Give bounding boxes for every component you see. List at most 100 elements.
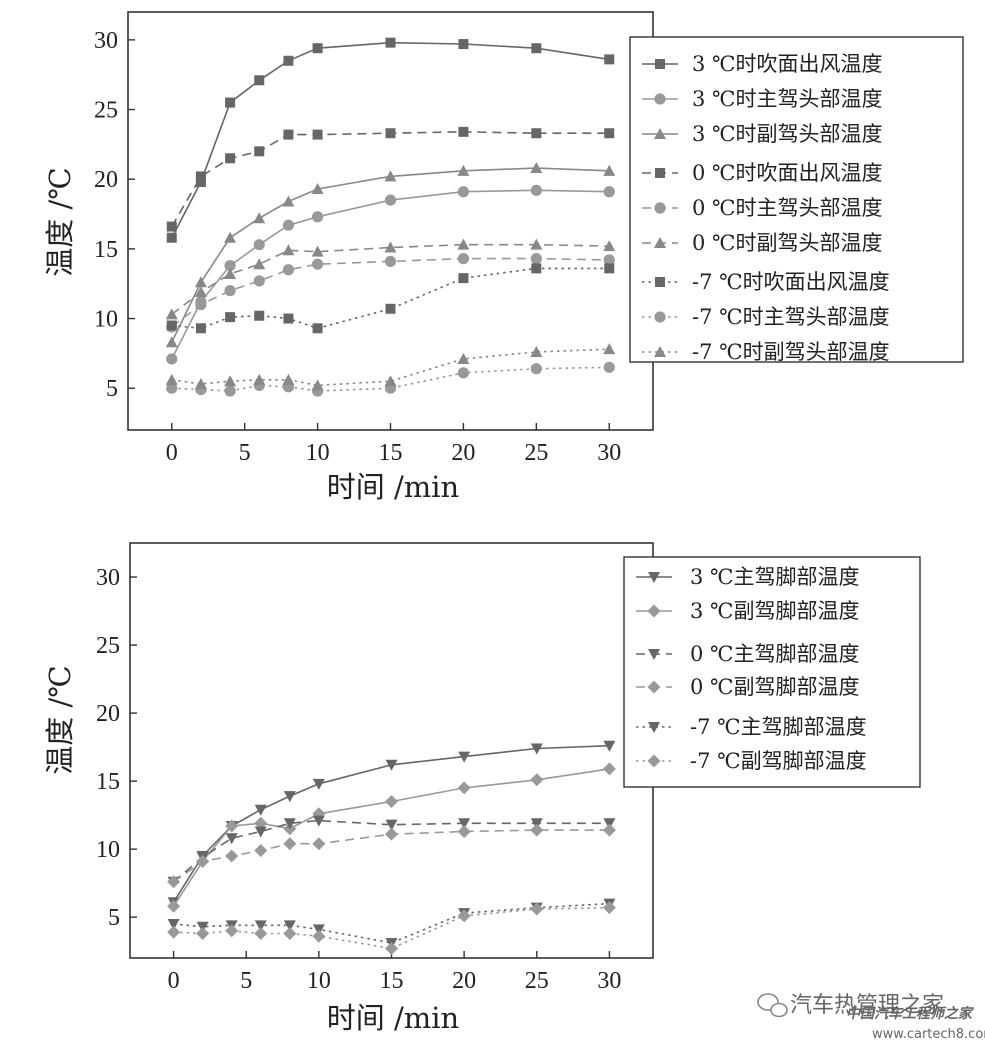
watermark-line2: 中国汽车工程师之家 bbox=[846, 1005, 974, 1022]
legend-marker bbox=[654, 202, 666, 214]
chart-bottom-foot-temperature: 0 5 10 15 20 25 30 5 10 15 20 25 30 时间 /min 温度 /℃ 3 ℃主驾… bbox=[43, 542, 921, 1035]
data-point bbox=[311, 182, 324, 194]
data-point bbox=[224, 259, 236, 272]
data-point bbox=[312, 929, 326, 943]
data-point bbox=[196, 927, 210, 941]
data-point bbox=[457, 367, 470, 379]
legend-label: 3 ℃时吹面出风温度 bbox=[692, 52, 883, 76]
data-point bbox=[385, 759, 398, 771]
data-point bbox=[384, 170, 397, 182]
data-point bbox=[224, 385, 236, 397]
series-line bbox=[171, 130, 610, 228]
data-point bbox=[166, 353, 178, 365]
data-point bbox=[165, 336, 178, 348]
legend: 3 ℃主驾脚部温度 3 ℃副驾脚部温度 0 ℃主驾脚部温度 0 ℃副驾脚部温度 -7 ℃… bbox=[623, 556, 921, 788]
data-point bbox=[385, 941, 398, 955]
x-tick-label: 20 bbox=[451, 440, 475, 466]
data-point bbox=[384, 241, 397, 253]
data-point bbox=[283, 55, 294, 66]
wechat-icon bbox=[757, 993, 788, 1018]
data-point bbox=[530, 823, 544, 837]
data-point bbox=[194, 286, 207, 298]
series-line bbox=[172, 744, 610, 903]
data-point bbox=[604, 263, 615, 274]
data-point bbox=[283, 791, 296, 803]
data-point bbox=[224, 231, 237, 243]
plot-frame bbox=[129, 542, 654, 959]
data-point bbox=[194, 378, 207, 390]
legend-marker bbox=[654, 346, 666, 357]
legend-label: 3 ℃主驾脚部温度 bbox=[690, 565, 860, 589]
data-point bbox=[253, 275, 265, 287]
data-point bbox=[530, 253, 542, 265]
legend-marker bbox=[655, 168, 665, 178]
data-point bbox=[282, 219, 295, 231]
data-point bbox=[602, 901, 616, 915]
data-point bbox=[225, 153, 236, 164]
data-point bbox=[167, 899, 181, 913]
data-point bbox=[283, 129, 294, 140]
data-point bbox=[311, 379, 324, 391]
data-point bbox=[225, 924, 239, 938]
legend-label: -7 ℃时吹面出风温度 bbox=[692, 270, 890, 294]
data-point bbox=[254, 75, 265, 86]
series-line bbox=[173, 906, 610, 950]
legend-label: 3 ℃时副驾头部温度 bbox=[692, 122, 883, 146]
x-tick-label: 10 bbox=[307, 968, 331, 994]
data-point bbox=[385, 819, 398, 831]
series-line bbox=[171, 267, 610, 330]
data-point bbox=[283, 927, 297, 941]
legend-label: 0 ℃时副驾头部温度 bbox=[692, 231, 883, 255]
data-point bbox=[254, 927, 268, 941]
data-point bbox=[531, 263, 542, 274]
data-point bbox=[312, 43, 323, 54]
series-1 bbox=[166, 37, 615, 243]
data-point bbox=[225, 819, 239, 833]
series-line bbox=[171, 243, 610, 316]
x-tick-label: 20 bbox=[452, 968, 476, 994]
data-point bbox=[530, 902, 544, 916]
y-tick-label: 25 bbox=[96, 633, 120, 659]
data-point bbox=[167, 875, 181, 889]
data-point bbox=[253, 258, 266, 270]
data-point bbox=[282, 195, 295, 207]
data-point bbox=[166, 221, 177, 232]
data-point bbox=[312, 837, 326, 851]
data-point bbox=[195, 299, 207, 311]
legend-label: 0 ℃时吹面出风温度 bbox=[692, 161, 883, 185]
data-point bbox=[282, 244, 295, 256]
legend-label: 0 ℃副驾脚部温度 bbox=[690, 675, 860, 699]
x-axis-label: 时间 /min bbox=[327, 470, 459, 504]
data-point bbox=[603, 240, 616, 252]
data-point bbox=[458, 126, 469, 137]
data-point bbox=[531, 128, 542, 139]
series-9 bbox=[165, 343, 616, 391]
x-tick-label: 15 bbox=[379, 440, 403, 466]
y-tick-label: 30 bbox=[94, 28, 118, 54]
data-point bbox=[165, 373, 178, 385]
data-point bbox=[312, 323, 323, 334]
data-point bbox=[312, 815, 325, 827]
data-point bbox=[530, 363, 542, 375]
series-line bbox=[171, 257, 610, 328]
data-point bbox=[603, 186, 615, 198]
data-point bbox=[283, 818, 296, 830]
series-3 bbox=[165, 162, 616, 348]
data-point bbox=[167, 925, 181, 939]
data-point bbox=[224, 267, 237, 279]
data-point bbox=[165, 308, 178, 320]
legend-box bbox=[629, 36, 964, 363]
data-point bbox=[385, 303, 396, 314]
data-point bbox=[603, 361, 615, 373]
series-6 bbox=[167, 901, 616, 955]
data-point bbox=[194, 276, 207, 288]
series-line bbox=[171, 366, 610, 392]
series-4 bbox=[167, 823, 616, 889]
series-line bbox=[171, 167, 610, 343]
data-point bbox=[311, 245, 324, 257]
data-point bbox=[166, 382, 178, 394]
data-point bbox=[254, 826, 267, 838]
data-point bbox=[225, 312, 236, 323]
y-axis-label: 温度 /℃ bbox=[43, 665, 77, 774]
data-point bbox=[604, 128, 615, 139]
